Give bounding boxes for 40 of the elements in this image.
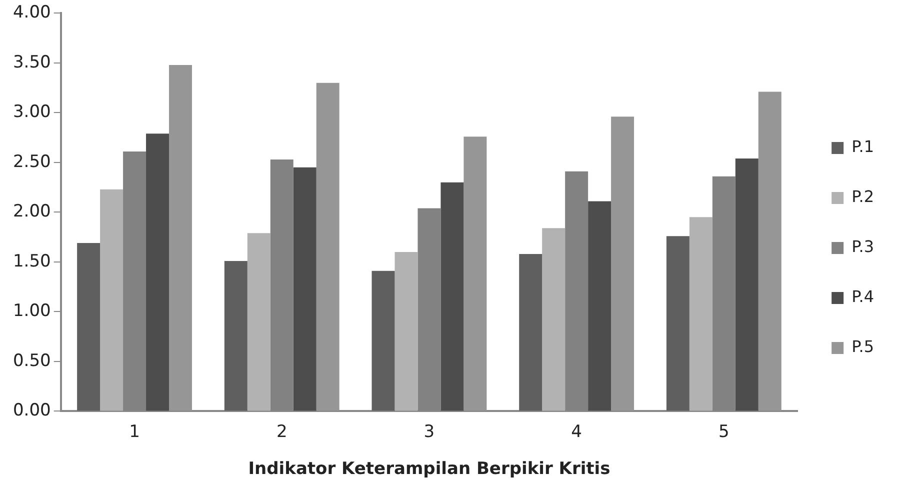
x-tick-label: 1 xyxy=(129,422,140,442)
y-tick-label: 2.50 xyxy=(12,152,51,172)
y-tick-label: 1.00 xyxy=(12,301,51,322)
legend-label: P.4 xyxy=(852,287,874,306)
bar xyxy=(247,233,270,411)
x-tick-label: 2 xyxy=(276,422,288,442)
bar xyxy=(316,82,340,411)
y-tick-label: 2.00 xyxy=(12,202,51,222)
bar xyxy=(666,236,690,411)
bar xyxy=(611,116,634,411)
legend-label: P.5 xyxy=(852,337,874,356)
bar xyxy=(169,64,192,411)
y-tick-label: 1.50 xyxy=(12,251,51,272)
x-tick-label: 3 xyxy=(424,422,435,442)
y-tick-label: 3.00 xyxy=(12,102,51,122)
bar xyxy=(394,252,418,411)
y-tick-label: 0.00 xyxy=(12,400,51,421)
bar xyxy=(464,136,487,411)
bar xyxy=(735,158,758,411)
bar xyxy=(689,217,712,411)
bar xyxy=(293,167,316,411)
y-tick-label: 0.50 xyxy=(12,350,51,371)
legend-label: P.1 xyxy=(852,137,874,156)
x-tick-label: 4 xyxy=(571,422,582,442)
bar xyxy=(519,254,542,411)
bar xyxy=(100,189,124,411)
bar xyxy=(146,134,170,411)
bar xyxy=(542,228,566,411)
bar xyxy=(224,260,248,411)
legend-label: P.3 xyxy=(852,237,874,256)
y-tick-label: 4.00 xyxy=(12,2,51,23)
bar xyxy=(758,92,782,411)
bar xyxy=(77,243,100,411)
legend-label: P.2 xyxy=(852,187,874,206)
y-tick-label: 3.50 xyxy=(12,52,51,72)
bar xyxy=(588,201,612,411)
x-tick-label: 5 xyxy=(718,422,730,442)
bar xyxy=(372,270,395,411)
x-axis-title: Indikator Keterampilan Berpikir Kritis xyxy=(248,459,610,480)
bar xyxy=(440,182,464,411)
